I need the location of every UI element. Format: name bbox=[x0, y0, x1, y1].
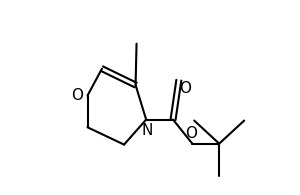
Text: O: O bbox=[180, 81, 192, 96]
Text: O: O bbox=[185, 126, 197, 141]
Text: O: O bbox=[71, 88, 83, 103]
Text: N: N bbox=[141, 123, 153, 138]
